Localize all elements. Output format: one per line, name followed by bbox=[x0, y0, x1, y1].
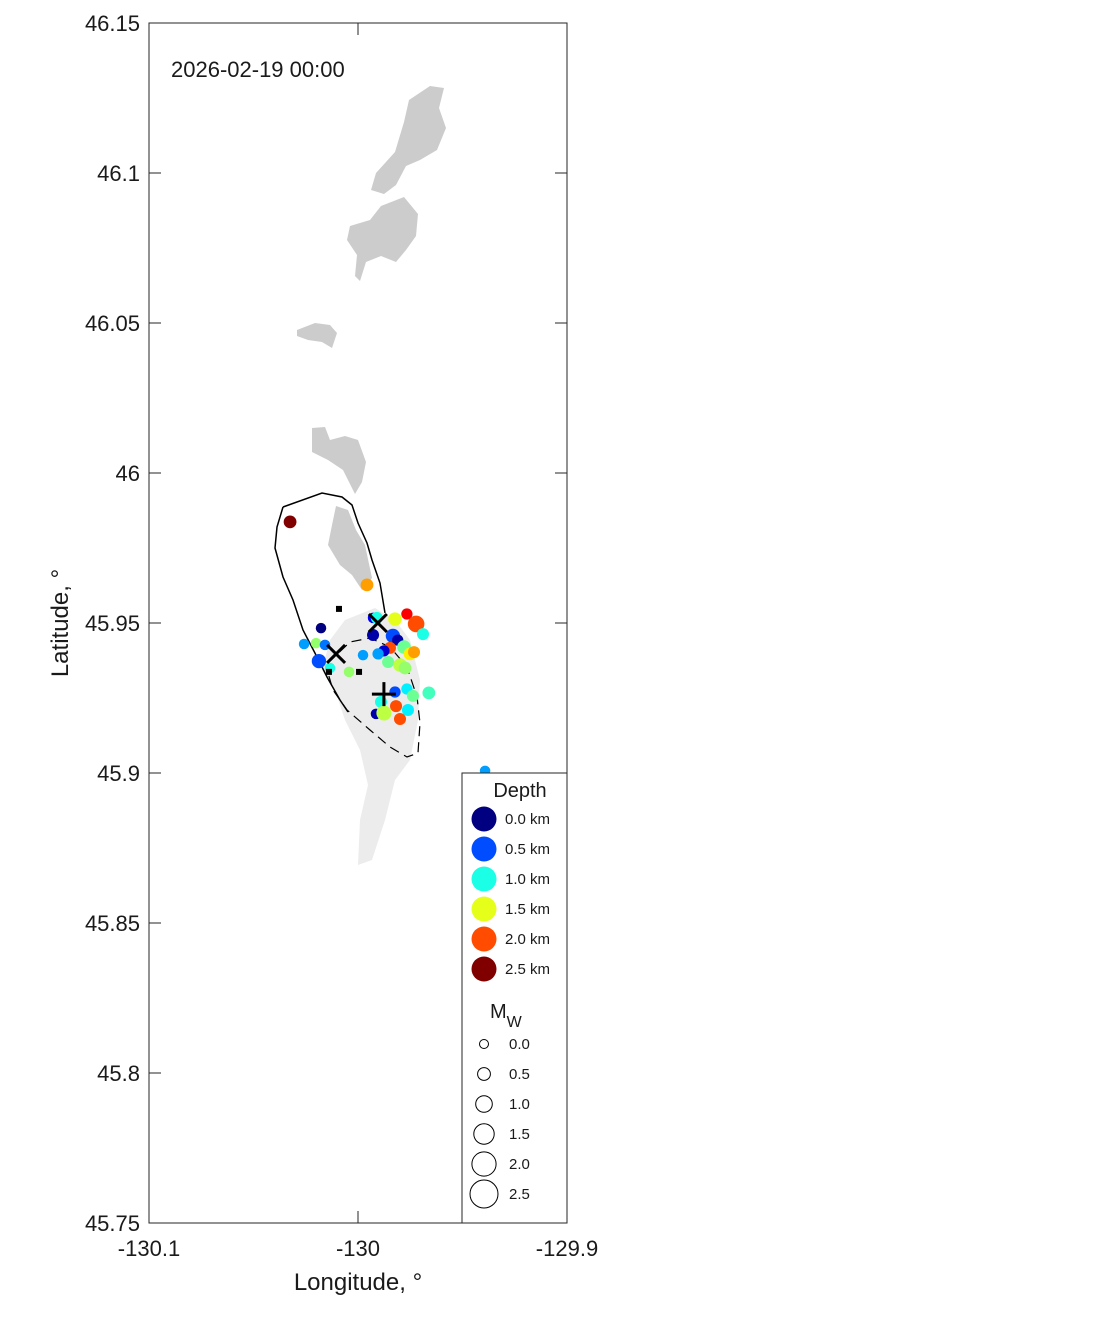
earthquake-point bbox=[343, 666, 355, 678]
earthquake-point bbox=[388, 612, 402, 626]
legend-mw-label: 0.0 bbox=[509, 1036, 530, 1053]
earthquake-point bbox=[389, 686, 401, 698]
legend-mw-label: 2.5 bbox=[509, 1186, 530, 1203]
y-axis-label: Latitude, ° bbox=[47, 569, 74, 677]
earthquake-point bbox=[382, 655, 395, 669]
y-tick-label: 45.8 bbox=[97, 1061, 140, 1086]
bathymetry-patch bbox=[297, 323, 337, 348]
earthquake-point bbox=[360, 578, 374, 592]
legend-depth-label: 2.0 km bbox=[505, 931, 550, 948]
legend-mw-entries: 0.0 0.5 1.0 1.5 2.0 2.5 bbox=[469, 1036, 530, 1209]
legend-mw-label: 0.5 bbox=[509, 1066, 530, 1083]
bathymetry-shading bbox=[297, 86, 446, 865]
bathymetry-patch bbox=[371, 86, 446, 194]
legend-depth-swatch bbox=[471, 956, 497, 982]
legend-mw-swatch bbox=[471, 1151, 497, 1177]
legend-mw-subscript: W bbox=[507, 1014, 523, 1031]
earthquake-point bbox=[401, 608, 413, 620]
earthquake-point bbox=[311, 653, 327, 669]
x-tick-label: -130.1 bbox=[118, 1236, 180, 1261]
y-tick-label: 46.05 bbox=[85, 311, 140, 336]
event-points bbox=[283, 515, 491, 777]
square-marker bbox=[335, 605, 342, 612]
bathymetry-patch bbox=[312, 427, 366, 494]
earthquake-point bbox=[401, 703, 414, 717]
legend-mw-label: 2.0 bbox=[509, 1156, 530, 1173]
earthquake-point bbox=[407, 646, 421, 659]
earthquake-point bbox=[406, 689, 419, 702]
legend-mw-swatch bbox=[477, 1067, 491, 1081]
legend-depth-swatch bbox=[471, 836, 497, 862]
x-tick-label: -129.9 bbox=[536, 1236, 598, 1261]
earthquake-point bbox=[357, 649, 369, 661]
x-marker bbox=[325, 643, 347, 664]
solid-contour bbox=[274, 492, 386, 713]
legend-depth-swatch bbox=[471, 896, 497, 922]
y-tick-label: 46 bbox=[116, 461, 140, 486]
y-tick-label: 45.95 bbox=[85, 611, 140, 636]
legend-depth-swatch bbox=[471, 926, 497, 952]
bathymetry-patch bbox=[347, 197, 418, 281]
square-marker bbox=[325, 668, 332, 675]
legend-mw-title: MW bbox=[490, 1001, 523, 1031]
legend-depth-title: Depth bbox=[493, 780, 546, 802]
chart-title: 2026-02-19 00:00 bbox=[171, 57, 345, 82]
earthquake-point bbox=[422, 686, 436, 700]
earthquake-point bbox=[298, 638, 310, 650]
earthquake-point bbox=[283, 515, 297, 529]
legend-depth-label: 1.5 km bbox=[505, 901, 550, 918]
earthquake-point bbox=[372, 648, 384, 660]
y-tick-label: 45.75 bbox=[85, 1211, 140, 1236]
y-tick-label: 46.15 bbox=[85, 11, 140, 36]
earthquake-point bbox=[416, 628, 430, 641]
earthquake-point bbox=[398, 661, 412, 675]
legend-mw-swatch bbox=[469, 1179, 499, 1209]
earthquake-point bbox=[315, 622, 327, 634]
legend-depth-label: 0.0 km bbox=[505, 811, 550, 828]
legend-mw-swatch bbox=[475, 1095, 493, 1113]
x-tick-labels: -130.1 -130 -129.9 bbox=[118, 1236, 598, 1261]
site-markers bbox=[325, 605, 396, 707]
legend-mw-swatch bbox=[479, 1039, 489, 1049]
legend-mw-label: 1.0 bbox=[509, 1096, 530, 1113]
plus-marker bbox=[371, 682, 396, 707]
earthquake-point bbox=[310, 637, 322, 649]
earthquake-point bbox=[376, 705, 392, 721]
legend-depth-label: 2.5 km bbox=[505, 961, 550, 978]
y-tick-labels: 45.75 45.8 45.85 45.9 45.95 46 46.05 46.… bbox=[85, 11, 140, 1236]
earthquake-point bbox=[407, 615, 425, 633]
legend-mw-swatch bbox=[473, 1123, 495, 1145]
x-marker bbox=[367, 612, 388, 634]
legend-mw-label: 1.5 bbox=[509, 1126, 530, 1143]
legend-depth-label: 0.5 km bbox=[505, 841, 550, 858]
x-tick-label: -130 bbox=[336, 1236, 380, 1261]
x-axis-label: Longitude, ° bbox=[294, 1269, 422, 1296]
square-marker bbox=[356, 668, 363, 675]
legend-depth-swatch bbox=[471, 866, 497, 892]
legend-depth-entries: 0.0 km 0.5 km 1.0 km 1.5 km 2.0 km 2.5 km bbox=[471, 806, 550, 982]
legend-depth-label: 1.0 km bbox=[505, 871, 550, 888]
legend-depth-swatch bbox=[471, 806, 497, 832]
y-tick-label: 45.9 bbox=[97, 761, 140, 786]
bathymetry-patch bbox=[328, 506, 372, 590]
earthquake-point bbox=[393, 712, 407, 726]
y-tick-label: 46.1 bbox=[97, 161, 140, 186]
legend-mw-symbol: M bbox=[490, 1001, 507, 1023]
y-tick-label: 45.85 bbox=[85, 911, 140, 936]
earthquake-point bbox=[390, 700, 403, 713]
legend: Depth 0.0 km 0.5 km 1.0 km 1.5 km 2.0 km 2.5 … bbox=[461, 772, 568, 1224]
